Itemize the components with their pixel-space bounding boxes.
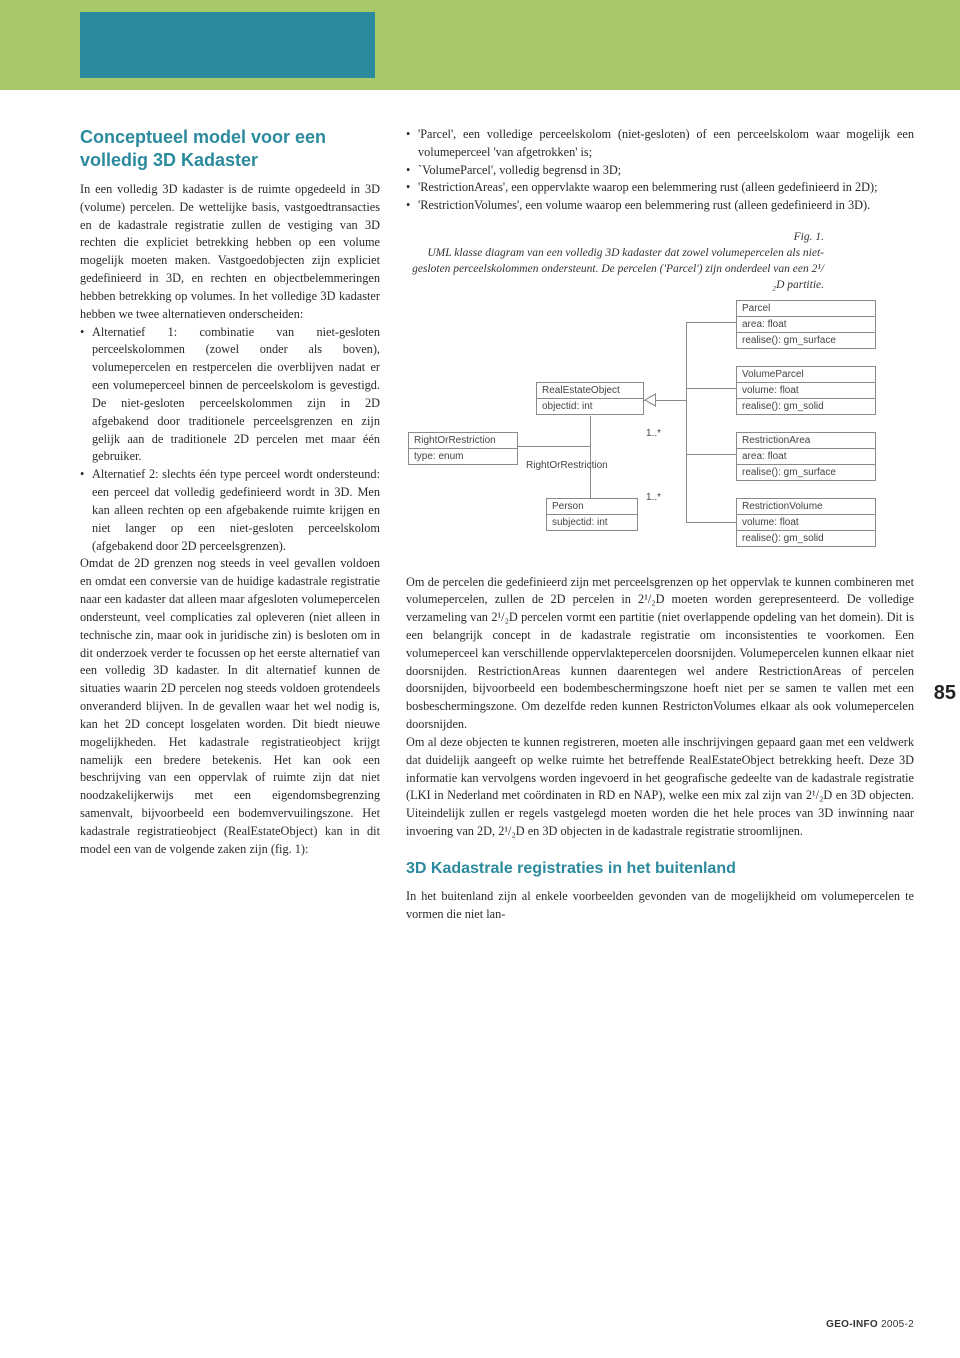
uml-class-restrictionvolume: RestrictionVolume volume: float realise(… [736, 498, 876, 547]
uml-class-name: RealEstateObject [537, 383, 643, 399]
list-item: Alternatief 1: combinatie van niet-geslo… [80, 324, 380, 467]
uml-operation: realise(): gm_surface [737, 333, 875, 348]
uml-edge [590, 416, 591, 446]
definition-list: 'Parcel', een volledige perceelskolom (n… [406, 126, 914, 215]
section-heading: 3D Kadastrale registraties in het buiten… [406, 859, 914, 880]
uml-operation: realise(): gm_surface [737, 465, 875, 480]
list-item: 'Parcel', een volledige perceelskolom (n… [406, 126, 914, 162]
uml-class-name: RightOrRestriction [409, 433, 517, 449]
uml-attribute: area: float [737, 317, 875, 333]
uml-diagram: RealEstateObject objectid: int RightOrRe… [406, 300, 914, 560]
list-item: Alternatief 2: slechts één type perceel … [80, 466, 380, 555]
uml-class-name: RestrictionVolume [737, 499, 875, 515]
body-text: Om al deze objecten te kunnen registrere… [406, 734, 914, 841]
alternatives-list: Alternatief 1: combinatie van niet-geslo… [80, 324, 380, 556]
footer: GEO-INFO 2005-2 [826, 1319, 914, 1330]
uml-class-realestateobject: RealEstateObject objectid: int [536, 382, 644, 415]
figure-caption: Fig. 1. UML klasse diagram van een volle… [406, 229, 914, 293]
uml-edge [590, 446, 591, 498]
uml-attribute: objectid: int [537, 399, 643, 414]
list-item: `VolumeParcel', volledig begrensd in 3D; [406, 162, 914, 180]
uml-operation: realise(): gm_solid [737, 531, 875, 546]
uml-attribute: subjectid: int [547, 515, 637, 530]
figure-caption-text: UML klasse diagram van een volledig 3D k… [412, 247, 824, 291]
uml-multiplicity: 1..* [646, 428, 661, 439]
uml-operation: realise(): gm_solid [737, 399, 875, 414]
body-text: In het buitenland zijn al enkele voorbee… [406, 888, 914, 924]
figure-label: Fig. 1. [794, 231, 824, 243]
uml-attribute: volume: float [737, 383, 875, 399]
uml-edge [518, 446, 591, 447]
section-heading: Conceptueel model voor een volledig 3D K… [80, 126, 380, 171]
uml-class-parcel: Parcel area: float realise(): gm_surface [736, 300, 876, 349]
uml-class-person: Person subjectid: int [546, 498, 638, 531]
right-column: 'Parcel', een volledige perceelskolom (n… [406, 126, 914, 923]
uml-edge [686, 522, 736, 523]
two-column-layout: Conceptueel model voor een volledig 3D K… [80, 126, 914, 923]
uml-class-name: Parcel [737, 301, 875, 317]
uml-edge [686, 388, 736, 389]
list-item: 'RestrictionAreas', een oppervlakte waar… [406, 179, 914, 197]
list-item: 'RestrictionVolumes', een volume waarop … [406, 197, 914, 215]
body-text: In een volledig 3D kadaster is de ruimte… [80, 181, 380, 324]
uml-class-volumeparcel: VolumeParcel volume: float realise(): gm… [736, 366, 876, 415]
header-accent-block [80, 12, 375, 78]
uml-attribute: type: enum [409, 449, 517, 464]
page-number: 85 [934, 682, 956, 705]
uml-class-rightorrestriction: RightOrRestriction type: enum [408, 432, 518, 465]
uml-assoc-label: RightOrRestriction [526, 460, 608, 471]
uml-edge [686, 322, 687, 522]
uml-class-name: RestrictionArea [737, 433, 875, 449]
uml-class-restrictionarea: RestrictionArea area: float realise(): g… [736, 432, 876, 481]
uml-class-name: Person [547, 499, 637, 515]
uml-generalization-arrow-inner [646, 395, 655, 405]
page-content: Conceptueel model voor een volledig 3D K… [80, 126, 914, 1308]
body-text: Omdat de 2D grenzen nog steeds in veel g… [80, 555, 380, 858]
uml-class-name: VolumeParcel [737, 367, 875, 383]
footer-issue: 2005-2 [878, 1319, 914, 1330]
header-band [0, 0, 960, 90]
uml-multiplicity: 1..* [646, 492, 661, 503]
footer-journal: GEO-INFO [826, 1319, 878, 1330]
uml-edge [686, 322, 736, 323]
uml-attribute: volume: float [737, 515, 875, 531]
uml-attribute: area: float [737, 449, 875, 465]
left-column: Conceptueel model voor een volledig 3D K… [80, 126, 380, 923]
body-text: Om de percelen die gedefinieerd zijn met… [406, 574, 914, 734]
uml-edge [686, 454, 736, 455]
